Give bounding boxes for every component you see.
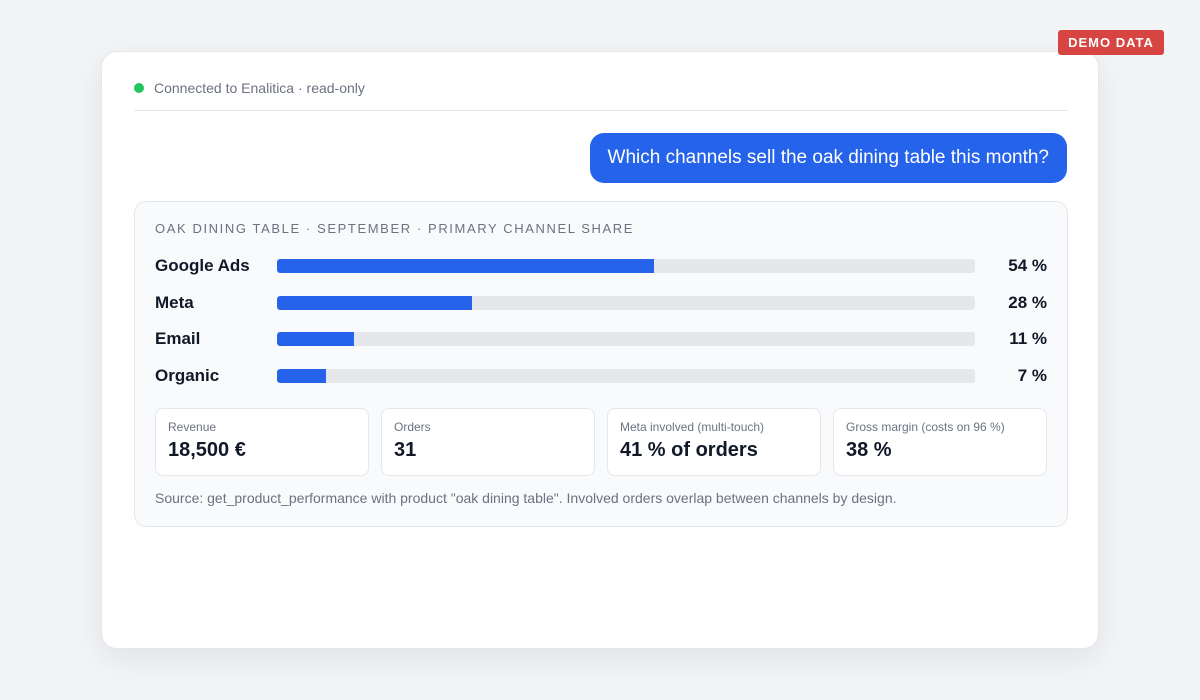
stat-value: 41 % of orders xyxy=(620,439,758,461)
bar-label: Organic xyxy=(155,366,220,385)
stat-revenue: Revenue 18,500 € xyxy=(155,408,369,476)
bar-track xyxy=(277,296,975,310)
bar-value-label: 7 % xyxy=(1017,366,1047,385)
stat-label: Orders xyxy=(394,420,431,434)
source-note: Source: get_product_performance with pro… xyxy=(155,490,897,506)
bar-row-email: Email 11 % xyxy=(155,327,1047,351)
bar-label: Meta xyxy=(155,293,194,312)
bar-label: Google Ads xyxy=(155,256,250,275)
bar-row-organic: Organic 7 % xyxy=(155,364,1047,388)
bar-track xyxy=(277,259,975,273)
user-message-text: Which channels sell the oak dining table… xyxy=(607,147,1049,168)
stat-value: 31 xyxy=(394,439,417,461)
bar-row-google-ads: Google Ads 54 % xyxy=(155,254,1047,278)
channel-share-card: OAK DINING TABLE · SEPTEMBER · PRIMARY C… xyxy=(134,201,1068,527)
bar-value-label: 28 % xyxy=(1008,293,1047,312)
bar-track xyxy=(277,369,975,383)
card-title: OAK DINING TABLE · SEPTEMBER · PRIMARY C… xyxy=(155,221,635,236)
stat-value: 38 % xyxy=(846,439,892,461)
stat-value: 18,500 € xyxy=(168,439,246,461)
connection-status-text: Connected to Enalitica · read-only xyxy=(154,80,365,96)
stat-gross-margin: Gross margin (costs on 96 %) 38 % xyxy=(833,408,1047,476)
demo-data-badge: DEMO DATA xyxy=(1058,30,1164,55)
stat-label: Meta involved (multi-touch) xyxy=(620,420,765,434)
stat-orders: Orders 31 xyxy=(381,408,595,476)
bar-fill xyxy=(277,332,354,346)
bar-label: Email xyxy=(155,329,201,348)
bar-fill xyxy=(277,369,326,383)
stats-row: Revenue 18,500 € Orders 31 Meta involved… xyxy=(155,408,1047,476)
stat-label: Gross margin (costs on 96 %) xyxy=(846,420,1005,434)
bar-fill xyxy=(277,259,654,273)
user-message-bubble: Which channels sell the oak dining table… xyxy=(589,133,1067,183)
header-divider xyxy=(134,110,1068,111)
bar-row-meta: Meta 28 % xyxy=(155,291,1047,315)
bar-value-label: 11 % xyxy=(1009,329,1047,348)
bar-value-label: 54 % xyxy=(1008,256,1047,275)
stat-meta-involved: Meta involved (multi-touch) 41 % of orde… xyxy=(607,408,821,476)
connection-status: Connected to Enalitica · read-only xyxy=(134,80,365,96)
stat-label: Revenue xyxy=(168,420,217,434)
chat-window: Connected to Enalitica · read-only Which… xyxy=(101,51,1099,649)
bar-track xyxy=(277,332,975,346)
bar-fill xyxy=(277,296,473,310)
status-dot-icon xyxy=(134,83,144,93)
